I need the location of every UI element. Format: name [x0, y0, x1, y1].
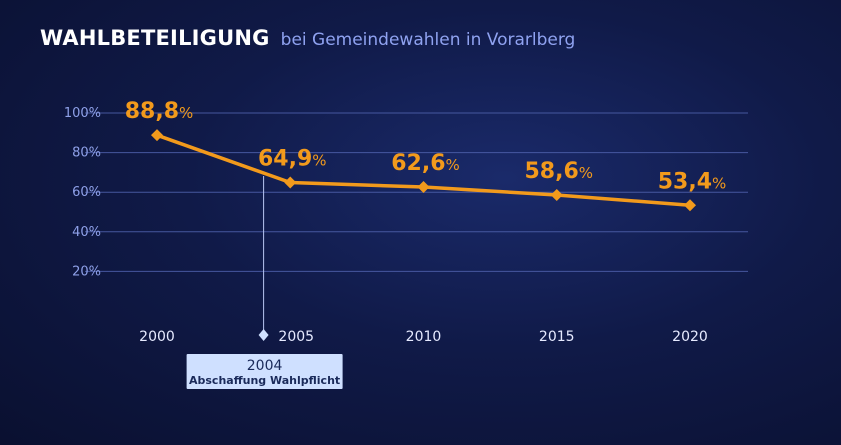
- data-point: [151, 129, 163, 142]
- y-tick-label: 40%: [72, 225, 101, 240]
- annotation-box: [186, 354, 343, 389]
- x-tick-label: 2015: [539, 329, 575, 345]
- chart-header: WAHLBETEILIGUNG bei Gemeindewahlen in Vo…: [40, 26, 575, 50]
- y-tick-label: 20%: [72, 264, 101, 279]
- data-label: 53,4%: [658, 169, 727, 194]
- annotation-text: Abschaffung Wahlpflicht: [189, 374, 340, 387]
- data-label: 62,6%: [391, 151, 460, 176]
- y-tick-label: 80%: [72, 146, 101, 161]
- annotation-year: 2004: [247, 358, 283, 374]
- x-tick-label: 2010: [406, 329, 442, 345]
- chart-subtitle: bei Gemeindewahlen in Vorarlberg: [280, 30, 576, 50]
- chart-title: WAHLBETEILIGUNG: [40, 26, 270, 50]
- data-label: 58,6%: [524, 159, 593, 184]
- x-tick-label: 2000: [139, 329, 175, 345]
- x-tick-label: 2020: [672, 329, 708, 345]
- data-point: [417, 181, 430, 194]
- data-label: 64,9%: [258, 146, 327, 171]
- data-point: [284, 176, 297, 189]
- x-tick-label: 2005: [278, 329, 314, 345]
- data-point: [550, 188, 563, 201]
- y-tick-label: 100%: [64, 106, 101, 121]
- annotation-marker: [258, 329, 269, 341]
- data-label: 88,8%: [125, 99, 194, 124]
- y-tick-label: 60%: [72, 185, 101, 200]
- data-point: [684, 199, 696, 212]
